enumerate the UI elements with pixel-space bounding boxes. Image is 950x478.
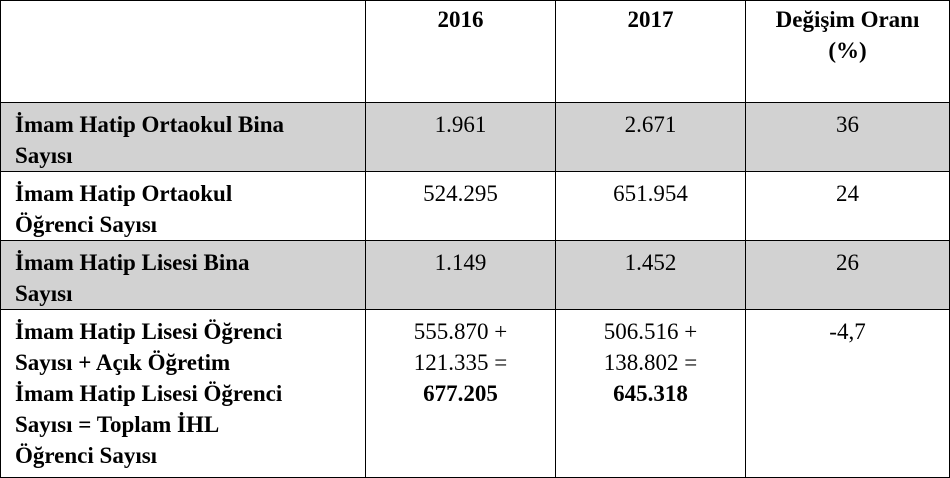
value-cell: 36	[745, 102, 950, 172]
text-line: Sayısı	[15, 143, 73, 168]
row-label: İmam Hatip Ortaokul Bina Sayısı	[0, 102, 366, 172]
text-line: 524.295	[423, 181, 498, 206]
text-line: Sayısı	[15, 281, 73, 306]
text-line: 2.671	[624, 112, 677, 137]
value-cell: -4,7	[745, 309, 950, 478]
text-line: 2016	[437, 7, 484, 32]
text-line: 1.452	[624, 250, 677, 275]
row-label: İmam Hatip Lisesi Öğrenci Sayısı + Açık Ö…	[0, 309, 366, 478]
text-line: 24	[836, 181, 859, 206]
value-cell: 524.295	[365, 171, 556, 241]
text-line: Sayısı + Açık Öğretim	[15, 350, 231, 375]
text-line: Öğrenci Sayısı	[15, 212, 158, 237]
text-line: 1.961	[434, 112, 487, 137]
table-row: İmam Hatip Lisesi Öğrenci Sayısı + Açık Ö…	[0, 309, 950, 478]
text-line: 2017	[627, 7, 674, 32]
text-line: 645.318	[613, 381, 688, 406]
text-line: 677.205	[423, 381, 498, 406]
value-cell: 1.961	[365, 102, 556, 172]
value-cell: 26	[745, 240, 950, 310]
text-line: -4,7	[829, 319, 866, 344]
text-line: İmam Hatip Lisesi Öğrenci	[15, 381, 283, 406]
text-line: Öğrenci Sayısı	[15, 443, 158, 468]
table-row: İmam Hatip Lisesi Bina Sayısı 1.149 1.452 26	[0, 240, 950, 310]
table-row: İmam Hatip Ortaokul Bina Sayısı 1.961 2.671…	[0, 102, 950, 172]
text-line: 1.149	[434, 250, 487, 275]
header-cell: 2016	[365, 0, 556, 103]
table-row: İmam Hatip Ortaokul Öğrenci Sayısı 524.295…	[0, 171, 950, 241]
value-cell: 555.870 + 121.335 = 677.205	[365, 309, 556, 478]
value-cell: 2.671	[555, 102, 746, 172]
text-line: 555.870 +	[413, 319, 508, 344]
text-line: Sayısı = Toplam İHL	[15, 412, 220, 437]
text-line: 36	[836, 112, 859, 137]
text-line: İmam Hatip Ortaokul Bina	[15, 112, 285, 137]
text-line: Değişim Oranı	[775, 7, 920, 32]
header-cell	[0, 0, 366, 103]
row-label: İmam Hatip Lisesi Bina Sayısı	[0, 240, 366, 310]
text-line: İmam Hatip Ortaokul	[15, 181, 233, 206]
value-cell: 24	[745, 171, 950, 241]
value-cell: 506.516 + 138.802 = 645.318	[555, 309, 746, 478]
row-label: İmam Hatip Ortaokul Öğrenci Sayısı	[0, 171, 366, 241]
header-row: 2016 2017 Değişim Oranı (%)	[0, 0, 950, 103]
text-line: 506.516 +	[603, 319, 698, 344]
value-cell: 1.452	[555, 240, 746, 310]
text-line: 138.802 =	[603, 350, 698, 375]
header-cell: 2017	[555, 0, 746, 103]
text-line: 26	[836, 250, 859, 275]
text-line: İmam Hatip Lisesi Bina	[15, 250, 250, 275]
header-cell: Değişim Oranı (%)	[745, 0, 950, 103]
text-line: 121.335 =	[413, 350, 508, 375]
text-line: 651.954	[613, 181, 688, 206]
text-line: (%)	[828, 38, 867, 63]
value-cell: 1.149	[365, 240, 556, 310]
text-line: İmam Hatip Lisesi Öğrenci	[15, 319, 283, 344]
value-cell: 651.954	[555, 171, 746, 241]
